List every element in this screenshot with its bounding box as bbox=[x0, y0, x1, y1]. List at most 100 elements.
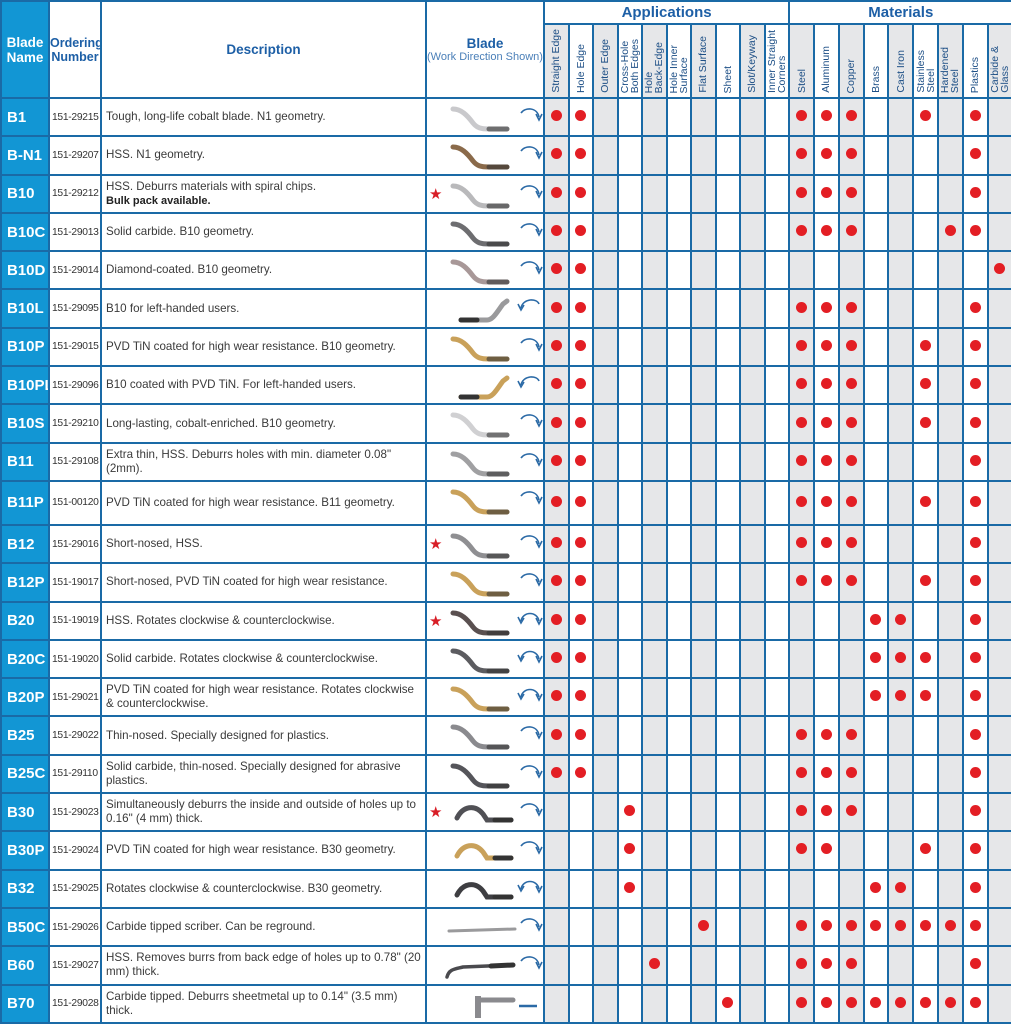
mat-cell-aluminum bbox=[812, 830, 840, 871]
header-blade: Blade (Work Direction Shown) bbox=[425, 0, 545, 99]
table-row: B30P 151-29024 PVD TiN coated for high wea… bbox=[0, 830, 1011, 871]
app-cell-cross-hole-both-edges bbox=[616, 365, 643, 406]
app-cell-cross-hole-both-edges bbox=[616, 830, 643, 871]
app-cell-hole-inner-surface bbox=[665, 211, 692, 253]
clockwise-arrow-icon bbox=[520, 764, 542, 779]
header-app-hole-inner-surface: Hole Inner Surface bbox=[665, 23, 692, 99]
blade-image bbox=[450, 610, 542, 636]
applicable-dot bbox=[870, 920, 882, 932]
blade-name: B10 bbox=[0, 173, 50, 214]
applicable-dot bbox=[550, 301, 562, 313]
app-cell-hole-back-edge bbox=[641, 753, 668, 795]
ordering-number: 151-29096 bbox=[48, 365, 102, 406]
blade-shape bbox=[450, 336, 510, 362]
description: HSS. Deburrs materials with spiral chips… bbox=[100, 173, 427, 214]
description-text: Carbide tipped. Deburrs sheetmetal up to… bbox=[106, 989, 398, 1017]
table-row: B10P 151-29015 PVD TiN coated for high wea… bbox=[0, 326, 1011, 368]
description: Diamond-coated. B10 geometry. bbox=[100, 250, 427, 291]
applicable-dot bbox=[820, 766, 832, 778]
blade-image bbox=[450, 763, 542, 789]
app-cell-slot-keyway bbox=[739, 441, 766, 482]
mat-cell-brass bbox=[862, 135, 890, 176]
applicable-dot bbox=[796, 110, 808, 122]
mat-cell-stainless-steel bbox=[912, 288, 939, 329]
description: B10 for left-handed users. bbox=[100, 288, 427, 329]
blade-name: B10PL bbox=[0, 365, 50, 406]
table-row: B11P 151-00120 PVD TiN coated for high wea… bbox=[0, 479, 1011, 526]
blade-name: B12P bbox=[0, 562, 50, 603]
app-cell-outer-edge bbox=[592, 441, 619, 482]
mat-cell-hardened-steel bbox=[936, 906, 964, 948]
applicable-dot bbox=[820, 537, 832, 549]
mat-cell-stainless-steel bbox=[912, 945, 939, 986]
mat-cell-hardened-steel bbox=[936, 250, 964, 291]
mat-cell-plastics bbox=[961, 365, 989, 406]
mat-cell-steel bbox=[788, 906, 815, 948]
column-label: Stainless Steel bbox=[914, 50, 937, 93]
mat-cell-copper bbox=[837, 211, 865, 253]
applicable-dot bbox=[550, 575, 562, 587]
applicable-dot bbox=[550, 339, 562, 351]
mat-cell-hardened-steel bbox=[936, 96, 964, 138]
app-cell-hole-inner-surface bbox=[665, 135, 692, 176]
app-cell-hole-inner-surface bbox=[665, 792, 692, 833]
app-cell-hole-inner-surface bbox=[665, 830, 692, 871]
mat-cell-brass bbox=[862, 403, 890, 444]
app-cell-inner-straight-corners bbox=[763, 441, 791, 482]
applicable-dot bbox=[845, 958, 857, 970]
app-cell-inner-straight-corners bbox=[763, 403, 791, 444]
mat-cell-steel bbox=[788, 562, 815, 603]
app-cell-flat-surface bbox=[690, 173, 717, 214]
app-cell-hole-back-edge bbox=[641, 365, 668, 406]
mat-cell-cast-iron bbox=[887, 441, 915, 482]
blade-name: B50C bbox=[0, 906, 50, 948]
mat-cell-brass bbox=[862, 792, 890, 833]
column-label: Hole Back-Edge bbox=[643, 41, 666, 93]
description: PVD TiN coated for high wear resistance.… bbox=[100, 830, 427, 871]
app-cell-sheet bbox=[714, 830, 741, 871]
applicable-dot bbox=[969, 378, 981, 390]
mat-cell-aluminum bbox=[812, 868, 840, 909]
mat-cell-steel bbox=[788, 715, 815, 756]
applicable-dot bbox=[575, 378, 587, 390]
mat-cell-hardened-steel bbox=[936, 135, 964, 176]
mat-cell-copper bbox=[837, 441, 865, 482]
mat-cell-carbide-glass bbox=[986, 945, 1011, 986]
app-cell-straight-edge bbox=[543, 677, 570, 718]
app-cell-flat-surface bbox=[690, 983, 717, 1024]
description-text: PVD TiN coated for high wear resistance.… bbox=[106, 683, 415, 711]
app-cell-flat-surface bbox=[690, 523, 717, 565]
column-label: Carbide & Glass bbox=[988, 46, 1011, 93]
applicable-dot bbox=[550, 495, 562, 507]
mat-cell-stainless-steel bbox=[912, 403, 939, 444]
applicable-dot bbox=[550, 225, 562, 237]
applicable-dot bbox=[895, 920, 907, 932]
app-cell-cross-hole-both-edges bbox=[616, 638, 643, 680]
app-cell-straight-edge bbox=[543, 983, 570, 1024]
description: Thin-nosed. Specially designed for plast… bbox=[100, 715, 427, 756]
mat-cell-carbide-glass bbox=[986, 479, 1011, 526]
blade-shape bbox=[450, 106, 510, 132]
app-cell-hole-edge bbox=[567, 868, 594, 909]
applicable-dot bbox=[796, 225, 808, 237]
app-cell-sheet bbox=[714, 365, 741, 406]
app-cell-flat-surface bbox=[690, 135, 717, 176]
clockwise-arrow-icon bbox=[520, 841, 542, 856]
mat-cell-stainless-steel bbox=[912, 753, 939, 795]
mat-cell-steel bbox=[788, 250, 815, 291]
app-cell-outer-edge bbox=[592, 523, 619, 565]
mat-cell-plastics bbox=[961, 326, 989, 368]
app-cell-hole-back-edge bbox=[641, 441, 668, 482]
column-label: Steel bbox=[795, 69, 808, 93]
app-cell-slot-keyway bbox=[739, 600, 766, 641]
app-cell-inner-straight-corners bbox=[763, 288, 791, 329]
blade-image bbox=[447, 918, 542, 933]
app-cell-slot-keyway bbox=[739, 753, 766, 795]
header-mat-hardened-steel: Hardened Steel bbox=[936, 23, 964, 99]
applicable-dot bbox=[575, 690, 587, 702]
blade-cell bbox=[425, 868, 545, 909]
mat-cell-cast-iron bbox=[887, 96, 915, 138]
app-cell-hole-back-edge bbox=[641, 562, 668, 603]
mat-cell-plastics bbox=[961, 250, 989, 291]
app-cell-inner-straight-corners bbox=[763, 135, 791, 176]
